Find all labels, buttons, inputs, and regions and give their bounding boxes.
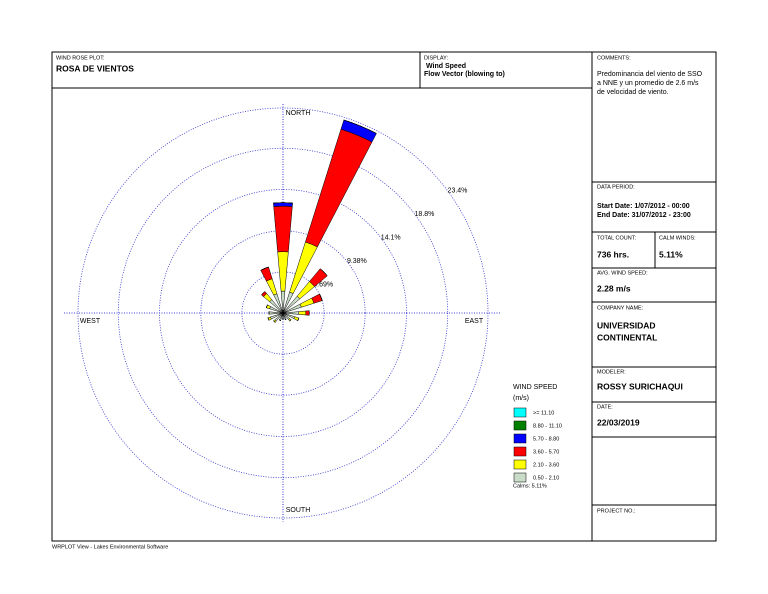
petal-segment — [267, 317, 270, 321]
legend-title: (m/s) — [513, 395, 529, 402]
plot-title: ROSA DE VIENTOS — [56, 63, 134, 73]
caption: TOTAL COUNT: — [597, 235, 636, 241]
legend-swatch — [513, 472, 527, 483]
panel-dividers — [592, 181, 716, 506]
outer-frame — [51, 51, 717, 542]
caption: MODELER: — [597, 369, 626, 375]
caption: CALM WINDS: — [659, 235, 696, 241]
comment-line: Predominancia del viento de SSO — [597, 71, 703, 78]
petal-segment — [273, 202, 293, 207]
petal-segment — [261, 291, 266, 296]
count-value: 736 hrs. — [597, 249, 629, 259]
comment-line: a NNE y un promedio de 2.6 m/s — [597, 80, 699, 87]
legend-swatch — [513, 446, 527, 457]
petal-segment — [296, 281, 315, 300]
period-line: End Date: 31/07/2012 - 23:00 — [597, 212, 691, 219]
date-value: 22/03/2019 — [597, 417, 640, 427]
ring — [77, 107, 489, 519]
petal-segment — [298, 310, 307, 316]
period-line: Start Date: 1/07/2012 - 00:00 — [597, 203, 690, 210]
legend-title: WIND SPEED — [513, 384, 557, 391]
calms-label: Calms: 5.11% — [513, 483, 547, 489]
direction-label: SOUTH — [286, 507, 311, 514]
ring-label: 18.8% — [415, 211, 435, 218]
petal-segment — [273, 205, 293, 253]
ring — [159, 189, 407, 437]
legend-label: 2.10 - 3.60 — [533, 462, 559, 468]
legend-label: 0.50 - 2.10 — [533, 475, 559, 481]
caption: WIND ROSE PLOT: — [56, 55, 105, 61]
legend-swatch — [513, 407, 527, 418]
petal-segment — [299, 297, 315, 308]
petal-segment — [266, 278, 278, 296]
calm-value: 5.11% — [659, 249, 683, 259]
caption: PROJECT NO.: — [597, 508, 636, 514]
ring — [117, 147, 449, 479]
legend-swatch — [513, 459, 527, 470]
caption: COMPANY NAME: — [597, 305, 644, 311]
ring — [200, 230, 366, 396]
legend-label: >= 11.10 — [533, 410, 554, 416]
caption: DATE: — [597, 404, 613, 410]
caption: COMMENTS: — [597, 55, 631, 61]
petal-segment — [305, 128, 373, 248]
petal-segment — [297, 317, 300, 321]
legend-swatch — [513, 420, 527, 431]
comment-line: de velocidad de viento. — [597, 89, 669, 96]
display-line: Flow Vector (blowing to) — [424, 71, 505, 78]
caption: AVG. WIND SPEED: — [597, 270, 648, 276]
ring-label: 23.4% — [448, 188, 468, 195]
caption: DISPLAY: — [424, 55, 449, 61]
company-line: CONTINENTAL — [597, 332, 657, 342]
display-line: Wind Speed — [426, 63, 466, 70]
petal-segment — [266, 304, 268, 308]
caption: DATA PERIOD: — [597, 184, 635, 190]
legend-label: 5.70 - 8.80 — [533, 436, 559, 442]
legend-label: 8.80 - 11.10 — [533, 423, 562, 429]
direction-label: WEST — [80, 318, 101, 325]
petal-segment — [289, 319, 292, 322]
direction-label: EAST — [465, 318, 484, 325]
petal-segment — [305, 310, 310, 316]
footer: WRPLOT View - Lakes Environmental Softwa… — [52, 544, 168, 550]
petal-segment — [319, 293, 323, 301]
company-line: UNIVERSIDAD — [597, 320, 656, 330]
ring-label: 4.69% — [313, 282, 333, 289]
ring-label: 9.38% — [347, 258, 367, 265]
petal-segment — [277, 251, 289, 292]
legend-label: 3.60 - 5.70 — [533, 449, 559, 455]
petal-segment — [311, 293, 323, 304]
avg-value: 2.28 m/s — [597, 283, 631, 293]
modeler-value: ROSSY SURICHAQUI — [597, 381, 683, 391]
legend-swatch — [513, 433, 527, 444]
direction-label: NORTH — [286, 110, 311, 117]
ring-label: 14.1% — [381, 234, 401, 241]
